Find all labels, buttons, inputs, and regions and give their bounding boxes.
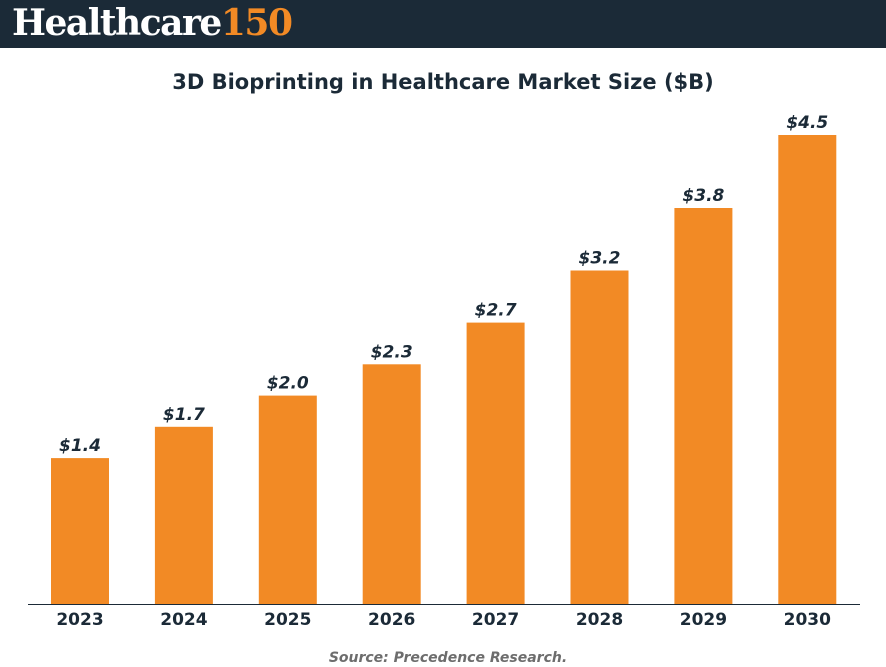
value-label-2023: $1.4 [59,436,101,456]
bar-2028 [570,270,629,604]
x-tick-label-2026: 2026 [368,610,415,630]
chart-title: 3D Bioprinting in Healthcare Market Size… [172,70,714,94]
x-tick-label-2027: 2027 [472,610,519,630]
x-tick-label-2025: 2025 [264,610,311,630]
value-label-2029: $3.8 [682,186,724,206]
bar-2030 [778,135,837,604]
x-tick-label-2029: 2029 [680,610,727,630]
x-tick-label-2028: 2028 [576,610,623,630]
bar-2027 [466,322,525,604]
x-tick-label-2023: 2023 [56,610,103,630]
x-tick-label-2024: 2024 [160,610,207,630]
bar-2026 [362,364,421,604]
value-label-2030: $4.5 [786,113,828,133]
bar-2029 [674,208,733,604]
x-tick-label-2030: 2030 [784,610,831,630]
bar-2023 [51,458,109,604]
logo-word: Healthcare [12,2,222,44]
source-note: Source: Precedence Research. [328,650,568,666]
value-label-2027: $2.7 [475,301,517,321]
value-label-2026: $2.3 [371,342,413,362]
logo-number: 150 [220,2,293,44]
value-label-2024: $1.7 [163,405,205,425]
healthcare150-logo[interactable]: Healthcare150 [12,0,293,48]
bar-2024 [154,426,213,604]
value-label-2025: $2.0 [267,374,309,394]
value-label-2028: $3.2 [579,249,621,269]
bar-2025 [258,395,317,604]
header-bar: Healthcare150 [0,0,886,48]
